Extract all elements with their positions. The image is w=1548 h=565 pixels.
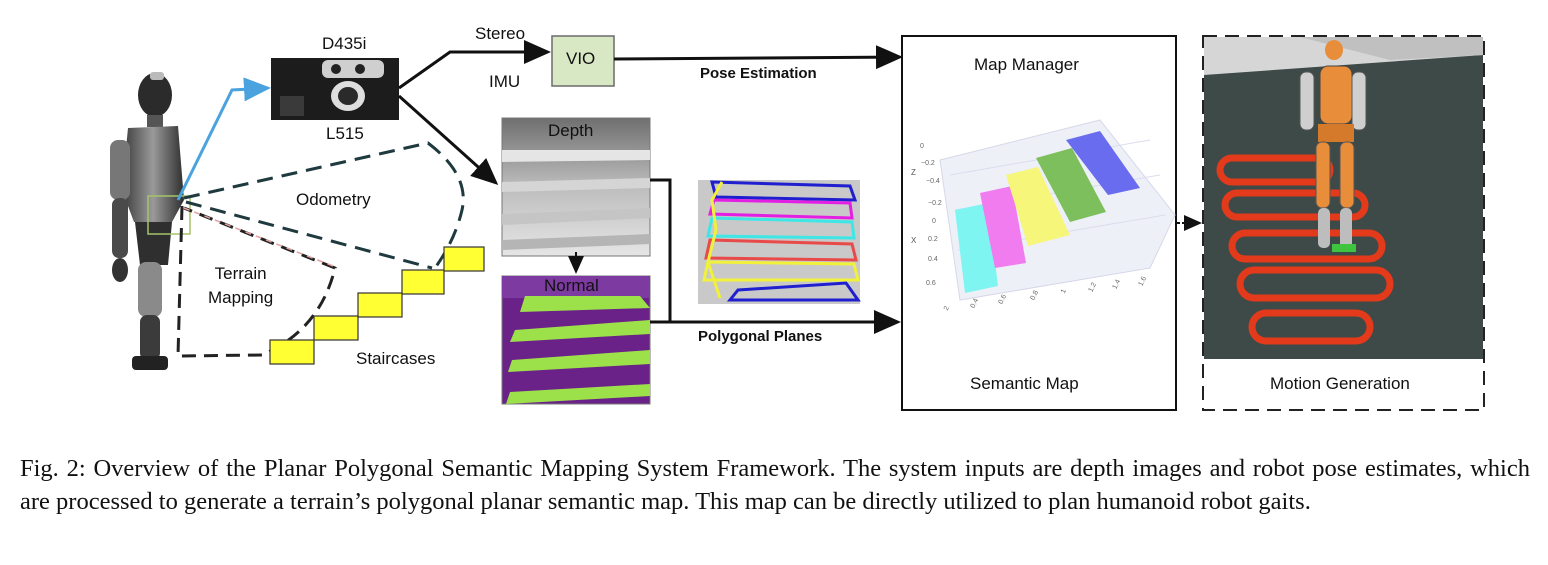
plot-x-tick: −0.2 [928, 200, 942, 207]
semantic-map-plot [939, 119, 1176, 301]
plot-z-tick: −0.2 [921, 160, 935, 167]
depth-label: Depth [548, 121, 594, 140]
plot-x-tick: 0.6 [926, 280, 936, 287]
camera-image [271, 58, 399, 120]
camera-l515-label: L515 [326, 124, 364, 143]
simulation-render [1204, 37, 1483, 359]
polygonal-planes-arrow [650, 178, 901, 334]
staircases-label: Staircases [356, 349, 436, 368]
plot-x-tick: 0.4 [928, 256, 938, 263]
figure-caption: Fig. 2: Overview of the Planar Polygonal… [20, 455, 1530, 515]
semantic-map-label: Semantic Map [970, 374, 1079, 393]
terrain-mapping-sector [176, 205, 337, 358]
plot-x-tick: 0 [932, 218, 936, 225]
motion-generation-box [1202, 35, 1485, 411]
imu-label: IMU [489, 72, 521, 91]
humanoid-avatar-sim [1299, 40, 1367, 252]
framework-diagram: D435i L515 Stereo IMU VIO Pose Estimatio… [110, 24, 1485, 411]
staircase-graphic [269, 246, 485, 365]
camera-d435i-label: D435i [322, 34, 367, 53]
polygonal-planes-label: Polygonal Planes [698, 328, 823, 345]
depth-arrow [397, 94, 499, 186]
odometry-label: Odometry [296, 190, 371, 209]
depth-image [501, 117, 651, 257]
sensor-link-arrow [176, 77, 271, 201]
diagram-canvas [110, 35, 1485, 411]
normal-image [501, 275, 651, 405]
pose-estimation-label: Pose Estimation [700, 65, 817, 82]
map-manager-label: Map Manager [974, 55, 1079, 74]
normal-label: Normal [544, 276, 599, 295]
motion-generation-label: Motion Generation [1270, 374, 1410, 393]
vio-label: VIO [566, 49, 596, 68]
plot-x-tick: 0.2 [928, 236, 938, 243]
terrain-mapping-label: Terrain Mapping [208, 264, 274, 307]
pose-estimation-arrow [613, 45, 903, 70]
humanoid-robot-image [110, 72, 191, 370]
plot-z-tick: 0 [920, 143, 924, 150]
plot-z-axis-label: Z [911, 168, 916, 177]
stereo-label: Stereo [475, 24, 526, 43]
odometry-sector [183, 141, 465, 269]
plot-x-axis-label: X [911, 236, 917, 245]
vio-box [551, 35, 615, 87]
plot-z-tick: −0.4 [926, 178, 940, 185]
polygon-overlay-image [698, 180, 861, 304]
stereo-arrow [398, 40, 551, 90]
